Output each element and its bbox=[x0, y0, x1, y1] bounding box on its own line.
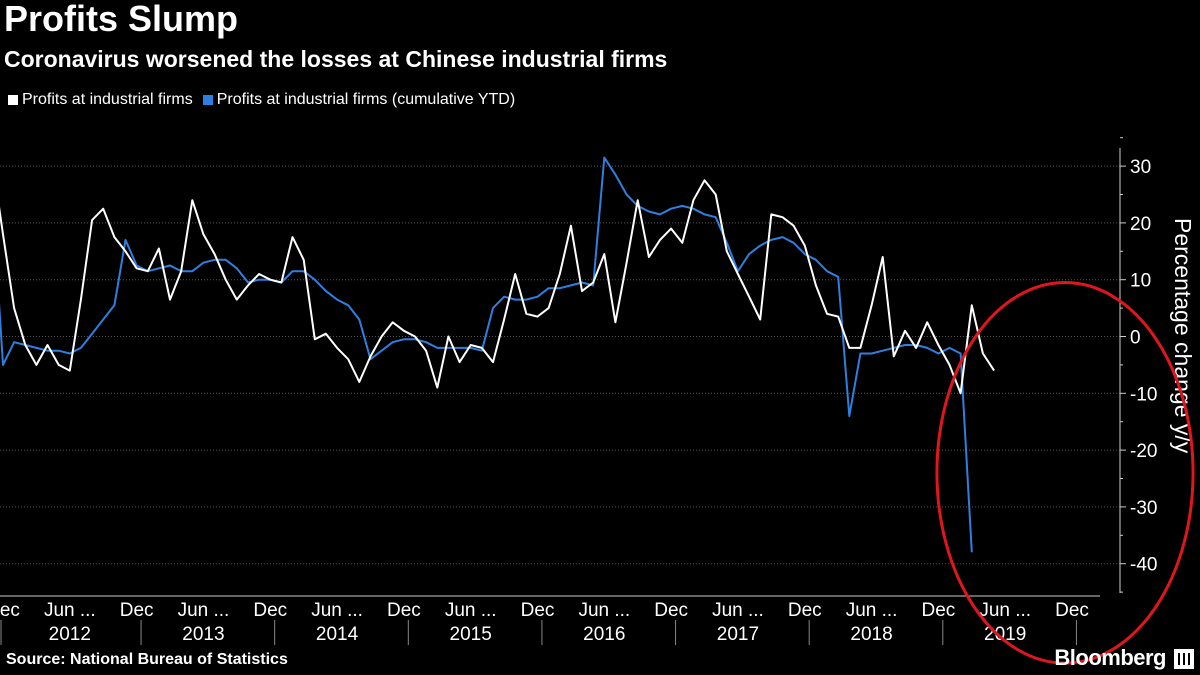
x-year-label: 2019 bbox=[984, 624, 1026, 645]
x-year-label: 2015 bbox=[450, 624, 492, 645]
x-tick-label: Jun ... bbox=[44, 600, 96, 621]
y-tick-label: 30 bbox=[1130, 157, 1151, 178]
series-line-monthly bbox=[0, 179, 995, 395]
brand-logo: Bloomberg bbox=[1054, 645, 1166, 670]
y-tick-label: -40 bbox=[1130, 555, 1157, 576]
x-tick-label: Dec bbox=[387, 600, 421, 621]
x-tick-label: Dec bbox=[521, 600, 555, 621]
legend-label-cumulative: Profits at industrial firms (cumulative … bbox=[216, 91, 516, 108]
source-note: Source: National Bureau of Statistics bbox=[6, 651, 288, 668]
x-year-label: 2016 bbox=[583, 624, 625, 645]
y-tick-label: 20 bbox=[1130, 214, 1151, 235]
chart-subtitle: Coronavirus worsened the losses at Chine… bbox=[4, 46, 668, 72]
x-year-label: 2013 bbox=[182, 624, 224, 645]
x-tick-label: Dec bbox=[788, 600, 822, 621]
y-tick-label: -20 bbox=[1130, 441, 1157, 462]
x-year-label: 2012 bbox=[49, 624, 91, 645]
y-tick-label: -10 bbox=[1130, 384, 1157, 405]
y-axis-title: Percentage change y/y bbox=[1170, 218, 1196, 454]
x-tick-label: Dec bbox=[120, 600, 154, 621]
legend-item-cumulative: Profits at industrial firms (cumulative … bbox=[202, 91, 516, 109]
x-tick-label: Dec bbox=[253, 600, 287, 621]
x-tick-label: Jun ... bbox=[178, 600, 230, 621]
series-line-cumulative bbox=[0, 156, 973, 553]
legend-label-monthly: Profits at industrial firms bbox=[22, 91, 193, 108]
x-year-label: 2018 bbox=[850, 624, 892, 645]
x-tick-label: Dec bbox=[0, 600, 20, 621]
legend-swatch-monthly bbox=[8, 95, 18, 105]
x-year-label: 2014 bbox=[316, 624, 359, 645]
x-tick-label: Dec bbox=[1055, 600, 1089, 621]
x-year-label: 2017 bbox=[717, 624, 759, 645]
bloomberg-icon bbox=[1174, 649, 1194, 669]
y-tick-label: 10 bbox=[1130, 271, 1151, 292]
legend-swatch-cumulative bbox=[202, 95, 213, 105]
legend: Profits at industrial firms Profits at i… bbox=[8, 91, 515, 109]
x-tick-label: Jun ... bbox=[445, 600, 497, 621]
x-tick-label: Jun ... bbox=[712, 600, 764, 621]
y-tick-label: -30 bbox=[1130, 498, 1157, 519]
x-tick-label: Jun ... bbox=[846, 600, 898, 621]
legend-item-monthly: Profits at industrial firms bbox=[8, 91, 193, 109]
x-tick-label: Jun ... bbox=[578, 600, 630, 621]
y-tick-label: 0 bbox=[1130, 328, 1141, 349]
x-tick-label: Jun ... bbox=[979, 600, 1031, 621]
highlight-circle bbox=[935, 281, 1195, 665]
x-tick-label: Dec bbox=[921, 600, 955, 621]
chart-title: Profits Slump bbox=[4, 0, 239, 39]
x-tick-label: Jun ... bbox=[311, 600, 363, 621]
x-tick-label: Dec bbox=[654, 600, 688, 621]
